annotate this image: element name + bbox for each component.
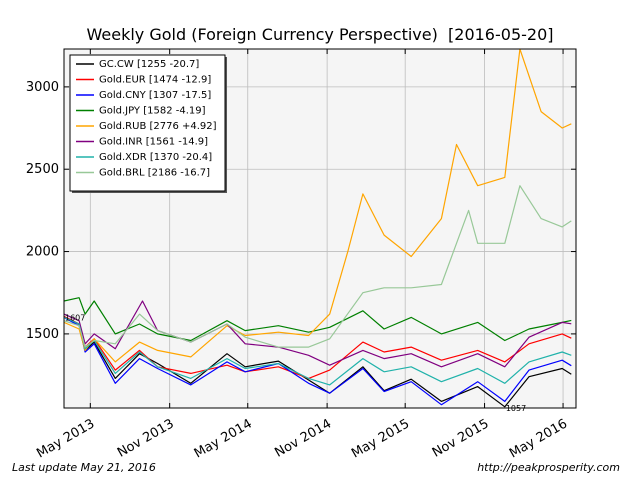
plot-frame bbox=[63, 48, 577, 409]
x-tick-label: May 2016 bbox=[507, 416, 570, 461]
footer-last-update: Last update May 21, 2016 bbox=[12, 461, 156, 474]
legend-label: Gold.CNY [1307 -17.5] bbox=[99, 90, 211, 101]
y-tick-label: 1500 bbox=[26, 327, 59, 342]
legend-label: Gold.BRL [2186 -16.7] bbox=[99, 168, 210, 179]
series-line-5 bbox=[64, 300, 572, 368]
legend: GC.CW [1255 -20.7] Gold.EUR [1474 -12.9] G… bbox=[69, 54, 227, 193]
x-tick-label: May 2015 bbox=[349, 416, 412, 461]
chart-title: Weekly Gold (Foreign Currency Perspectiv… bbox=[87, 25, 554, 44]
series-line-7 bbox=[64, 185, 572, 348]
x-tick-label: Nov 2013 bbox=[115, 416, 177, 460]
series-line-4 bbox=[64, 49, 572, 363]
legend-label: Gold.EUR [1474 -12.9] bbox=[99, 75, 211, 86]
x-tick-label: May 2013 bbox=[34, 416, 97, 461]
footer-source-url: http://peakprosperity.com bbox=[477, 461, 620, 474]
annotation-label: 1057 bbox=[506, 404, 526, 413]
legend-label: Gold.INR [1561 -14.9] bbox=[99, 137, 208, 148]
annotation-label: 1607 bbox=[65, 313, 85, 322]
series-lines bbox=[64, 49, 572, 408]
x-tick-label: Nov 2015 bbox=[430, 416, 492, 460]
legend-label: Gold.JPY [1582 -4.19] bbox=[99, 106, 206, 117]
series-line-2 bbox=[64, 316, 572, 406]
series-line-1 bbox=[64, 316, 572, 379]
y-tick-label: 2000 bbox=[26, 245, 59, 260]
legend-label: Gold.RUB [2776 +4.92] bbox=[99, 121, 217, 132]
legend-label: GC.CW [1255 -20.7] bbox=[99, 59, 199, 70]
y-tick-label: 2500 bbox=[26, 162, 59, 177]
series-line-3 bbox=[64, 297, 572, 342]
y-tick-label: 3000 bbox=[26, 80, 59, 95]
annotations: 1607 1057 bbox=[65, 313, 526, 413]
x-tick-label: May 2014 bbox=[192, 416, 255, 461]
legend-box bbox=[69, 54, 226, 192]
x-tick-label: Nov 2014 bbox=[272, 416, 334, 460]
series-line-6 bbox=[64, 316, 572, 386]
legend-label: Gold.XDR [1370 -20.4] bbox=[99, 152, 212, 163]
